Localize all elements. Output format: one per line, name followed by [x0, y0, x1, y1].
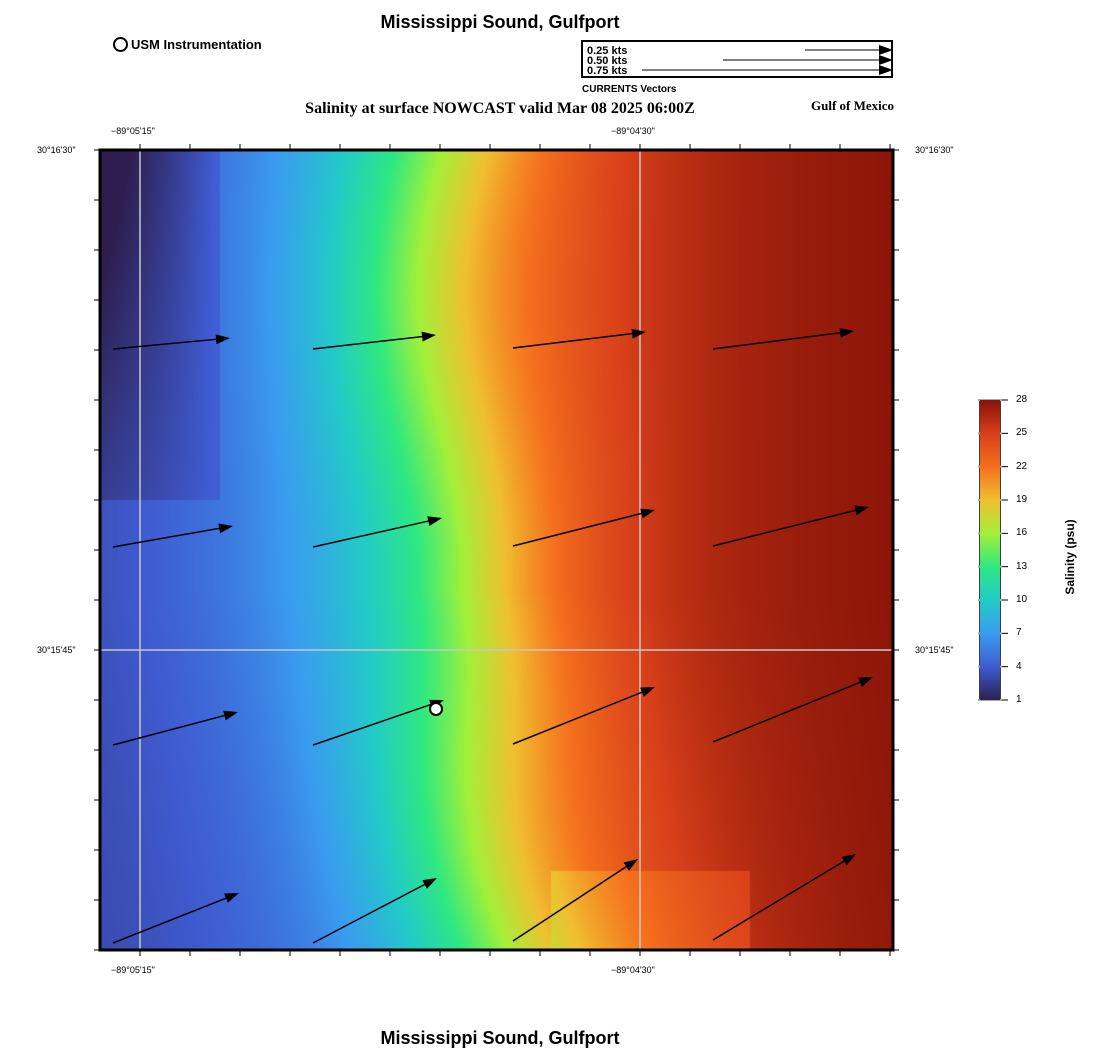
lat-label-right: 30°16'30": [915, 145, 954, 155]
current-vector: [512, 691, 643, 745]
usm-legend: USM Instrumentation: [113, 37, 262, 52]
current-vector: [712, 860, 845, 941]
lon-label-bottom: −89°05'15": [111, 965, 155, 975]
current-vector: [312, 335, 423, 350]
map-frame: [98, 148, 895, 952]
current-vector: [312, 703, 432, 746]
current-vector: [712, 332, 841, 350]
legend-075: 0.75 kts: [587, 65, 628, 77]
arrow-head-icon: [224, 893, 239, 903]
salinity-field: [100, 150, 893, 950]
current-vector: [112, 714, 225, 746]
current-vector: [512, 332, 633, 349]
current-vector: [712, 681, 861, 743]
current-vector: [312, 883, 425, 944]
colorbar-tick-label: 13: [1016, 560, 1028, 572]
arrow-head-icon: [427, 516, 442, 526]
lat-label-left: 30°15'45": [37, 645, 76, 655]
current-vector: [112, 338, 217, 350]
current-vector: [712, 509, 856, 547]
colorbar: [980, 400, 1000, 700]
current-vector-legend: 0.25 kts 0.50 kts 0.75 kts: [581, 40, 893, 78]
arrow-head-icon: [422, 878, 437, 889]
lon-label-bottom: −89°04'30": [611, 965, 655, 975]
colorbar-tick-label: 22: [1016, 460, 1028, 472]
colorbar-tick-label: 7: [1016, 627, 1022, 639]
arrow-head-icon: [218, 523, 233, 534]
arrow-head-icon: [640, 687, 655, 697]
current-vector: [112, 527, 220, 548]
colorbar-tick-label: 16: [1016, 527, 1028, 539]
lat-label-right: 30°15'45": [915, 645, 954, 655]
lat-label-left: 30°16'30": [37, 145, 76, 155]
arrow-head-icon: [640, 508, 655, 519]
arrow-head-icon: [841, 854, 856, 866]
map-subtitle: Salinity at surface NOWCAST valid Mar 08…: [305, 100, 695, 117]
colorbar-tick-label: 25: [1016, 427, 1028, 439]
lon-label-top: −89°04'30": [611, 126, 655, 136]
colorbar-tick-label: 10: [1016, 594, 1028, 605]
colorbar-tick-label: 28: [1016, 394, 1028, 405]
arrow-head-icon: [215, 334, 230, 345]
region-label: Gulf of Mexico: [811, 98, 895, 113]
legend-050: 0.50 kts: [587, 55, 628, 67]
legend-arrows: [642, 45, 893, 75]
legend-025: 0.25 kts: [587, 45, 628, 57]
arrow-head-icon: [854, 505, 869, 516]
lon-label-top: −89°05'15": [111, 126, 155, 136]
colorbar-label: Salinity (psu): [1063, 519, 1077, 595]
arrow-icon: [879, 65, 893, 75]
usm-instrument-marker: [429, 702, 443, 716]
colorbar-tick-label: 1: [1016, 694, 1022, 705]
arrow-icon: [879, 55, 893, 65]
colorbar-tick-label: 4: [1016, 660, 1022, 672]
current-vector: [512, 512, 642, 547]
arrow-head-icon: [223, 710, 238, 721]
usm-legend-label: USM Instrumentation: [131, 37, 262, 52]
current-vector: [112, 897, 227, 944]
footer-title: Mississippi Sound, Gulfport: [380, 1028, 620, 1048]
arrow-head-icon: [421, 331, 436, 342]
current-vector: [512, 866, 627, 942]
arrow-icon: [879, 45, 893, 55]
arrow-head-icon: [623, 859, 638, 871]
arrow-head-icon: [839, 327, 854, 338]
circle-marker-icon: [113, 37, 128, 52]
colorbar-tick-label: 19: [1016, 494, 1028, 505]
figure-title: Mississippi Sound, Gulfport: [380, 12, 620, 32]
current-vector: [312, 520, 429, 548]
vector-legend-caption: CURRENTS Vectors: [582, 84, 677, 95]
arrow-head-icon: [631, 328, 646, 339]
arrow-head-icon: [858, 677, 873, 687]
